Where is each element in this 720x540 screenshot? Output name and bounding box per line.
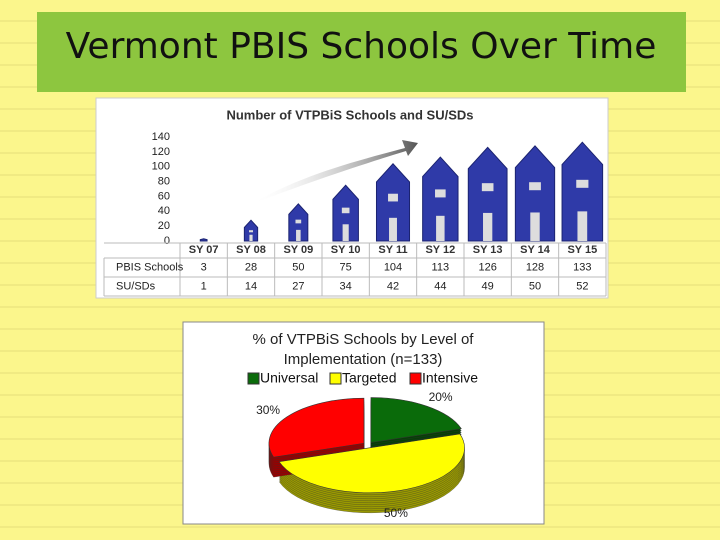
table-cell: 14 [245,280,257,292]
school-house [514,145,556,242]
x-tick-label: SY 09 [283,244,313,256]
house-window [481,183,494,192]
slide-title: Vermont PBIS Schools Over Time [66,26,657,67]
legend-swatch [247,372,260,385]
table-cell: 49 [482,280,494,292]
y-tick-label: 120 [152,146,170,158]
legend-label: Universal [260,370,318,386]
house-window [388,193,398,202]
school-house [467,146,508,242]
row-label: SU/SDs [116,280,156,292]
house-window [341,207,350,214]
legend-label: Targeted [342,370,396,386]
school-house [199,238,208,242]
legend-swatch [409,372,422,385]
x-tick-label: SY 08 [236,244,266,256]
house-window [576,179,589,188]
table-cell: 42 [387,280,399,292]
house-door [342,224,349,241]
y-tick-label: 20 [158,220,170,232]
pie-slice [268,397,365,458]
pie-slice [278,433,465,494]
x-tick-label: SY 15 [567,244,597,256]
table-cell: 75 [340,261,352,273]
school-house [375,162,411,242]
legend-label: Intensive [422,370,478,386]
house-door [436,215,445,241]
school-house [561,141,604,242]
table-cell: 104 [384,261,402,273]
house-door [483,212,493,241]
table-cell: 44 [434,280,446,292]
y-tick-label: 40 [158,205,170,217]
house-door [389,217,397,241]
house-door [530,212,540,241]
value-label: 20% [429,390,453,404]
value-label: 50% [384,506,408,520]
trend-arrow [250,140,418,205]
house-window [529,182,541,191]
title-line: Implementation (n=133) [284,351,443,368]
house-window [295,219,302,224]
pie-slice [370,397,462,443]
x-tick-label: SY 12 [425,244,455,256]
table-cell: 50 [529,280,541,292]
table-cell: 133 [573,261,591,273]
table-cell: 3 [201,261,207,273]
table-cell: 27 [292,280,304,292]
table-cell: 1 [201,280,207,292]
chart-title: Number of VTPBiS Schools and SU/SDs [226,107,473,122]
table-cell: 28 [245,261,257,273]
x-tick-label: SY 07 [189,244,219,256]
chart-title: % of VTPBiS Schools by Level of Implement… [253,331,475,368]
row-label: PBIS Schools [116,261,184,273]
y-tick-label: 140 [152,131,170,143]
y-tick-label: 80 [158,175,170,187]
table-cell: 126 [478,261,496,273]
table-cell: 50 [292,261,304,273]
house-door [577,211,588,241]
y-tick-label: 100 [152,161,170,173]
house-window [435,189,446,198]
title-band [37,12,686,92]
legend-swatch [329,372,342,385]
y-tick-label: 0 [164,235,170,247]
value-label: 30% [256,403,280,417]
house-window [249,230,253,233]
title-line: % of VTPBiS Schools by Level of [253,331,475,348]
x-tick-label: SY 14 [520,244,551,256]
x-tick-label: SY 13 [473,244,503,256]
table-cell: 34 [340,280,352,292]
table-cell: 52 [576,280,588,292]
house-door [249,234,253,241]
x-tick-label: SY 11 [378,244,407,256]
table-cell: 113 [432,261,450,273]
y-tick-label: 60 [158,190,170,202]
x-tick-label: SY 10 [331,244,361,256]
table-cell: 128 [526,261,544,273]
school-house [422,156,459,242]
house-door [296,229,301,241]
